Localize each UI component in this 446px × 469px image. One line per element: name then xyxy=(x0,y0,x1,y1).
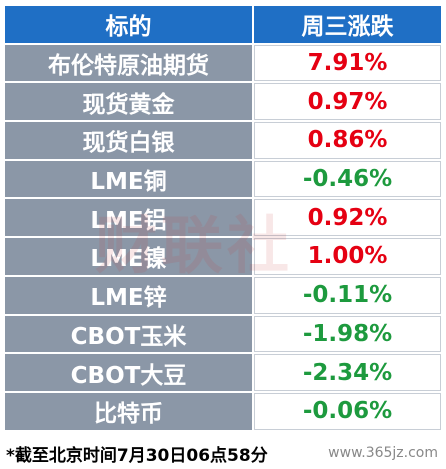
header-cell: 周三涨跌 xyxy=(254,6,441,43)
header-cell: 标的 xyxy=(5,6,254,43)
table-row: CBOT玉米 -1.98% xyxy=(5,315,441,355)
table-row: 比特币 -0.06% xyxy=(5,392,441,432)
table-row: CBOT大豆 -2.34% xyxy=(5,354,441,393)
table-row: LME镍 1.00% xyxy=(5,238,441,277)
change-cell: -1.98% xyxy=(254,315,441,353)
asset-cell: 布伦特原油期货 xyxy=(5,44,254,82)
asset-cell: CBOT大豆 xyxy=(5,354,254,391)
change-cell: 0.92% xyxy=(254,199,441,237)
asset-cell: 比特币 xyxy=(5,392,254,430)
asset-cell: LME镍 xyxy=(5,238,254,275)
asset-cell: CBOT玉米 xyxy=(5,315,254,353)
footer-note: *截至北京时间7月30日06点58分 xyxy=(6,446,268,466)
asset-cell: LME锌 xyxy=(5,276,254,314)
table-row: 现货黄金 0.97% xyxy=(5,83,441,123)
table: 标的 周三涨跌 布伦特原油期货 7.91% 现货黄金 0.97% 现货白银 0.86% LME铜… xyxy=(5,5,441,432)
table-row: LME铝 0.92% xyxy=(5,199,441,239)
asset-cell: LME铝 xyxy=(5,199,254,237)
asset-cell: 现货白银 xyxy=(5,122,254,159)
change-cell: 0.86% xyxy=(254,122,441,159)
change-cell: 0.97% xyxy=(254,83,441,121)
asset-cell: LME铜 xyxy=(5,160,254,198)
change-cell: 7.91% xyxy=(254,44,441,82)
footer-source: www.365jz.com xyxy=(328,445,438,461)
table-row: 布伦特原油期货 7.91% xyxy=(5,44,441,84)
change-cell: -0.06% xyxy=(254,392,441,430)
change-cell: -2.34% xyxy=(254,354,441,391)
change-cell: -0.11% xyxy=(254,276,441,314)
table-row: LME铜 -0.46% xyxy=(5,160,441,200)
table-row: LME锌 -0.11% xyxy=(5,276,441,316)
table-row: 现货白银 0.86% xyxy=(5,122,441,161)
asset-cell: 现货黄金 xyxy=(5,83,254,121)
change-cell: 1.00% xyxy=(254,238,441,275)
change-cell: -0.46% xyxy=(254,160,441,198)
header-row: 标的 周三涨跌 xyxy=(5,6,441,45)
